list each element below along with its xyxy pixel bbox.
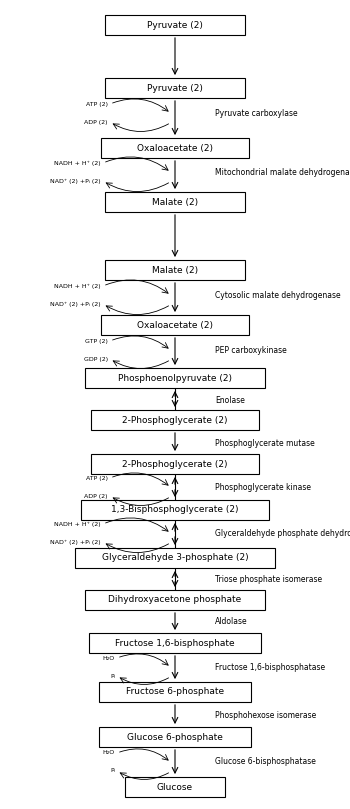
Text: Oxaloacetate (2): Oxaloacetate (2) [137, 143, 213, 153]
Text: Dihydroxyacetone phosphate: Dihydroxyacetone phosphate [108, 595, 241, 604]
Text: Phosphoglycerate kinase: Phosphoglycerate kinase [215, 482, 311, 492]
Text: Fructose 1,6-bisphosphatase: Fructose 1,6-bisphosphatase [215, 663, 325, 671]
Text: NAD⁺ (2) +Pᵢ (2): NAD⁺ (2) +Pᵢ (2) [50, 179, 101, 184]
Text: Mitochondrial malate dehydrogenase: Mitochondrial malate dehydrogenase [215, 167, 350, 176]
Text: Glucose 6-phosphate: Glucose 6-phosphate [127, 732, 223, 742]
Text: Glucose 6-bisphosphatase: Glucose 6-bisphosphatase [215, 757, 316, 766]
Text: Glucose: Glucose [157, 782, 193, 791]
Text: GTP (2): GTP (2) [85, 338, 108, 344]
FancyBboxPatch shape [101, 138, 249, 158]
Text: Fructose 1,6-bisphosphate: Fructose 1,6-bisphosphate [115, 638, 235, 647]
Text: NADH + H⁺ (2): NADH + H⁺ (2) [54, 283, 101, 289]
Text: Oxaloacetate (2): Oxaloacetate (2) [137, 320, 213, 329]
Text: Glyceraldehyde phosphate dehydrogenase: Glyceraldehyde phosphate dehydrogenase [215, 528, 350, 537]
Text: Pyruvate (2): Pyruvate (2) [147, 83, 203, 92]
Text: Triose phosphate isomerase: Triose phosphate isomerase [215, 575, 322, 584]
FancyBboxPatch shape [91, 410, 259, 430]
Text: ATP (2): ATP (2) [86, 101, 108, 107]
Text: Aldolase: Aldolase [215, 616, 248, 625]
Text: Phosphoenolpyruvate (2): Phosphoenolpyruvate (2) [118, 374, 232, 383]
FancyBboxPatch shape [99, 727, 251, 747]
Text: GDP (2): GDP (2) [84, 357, 108, 362]
Text: Pyruvate carboxylase: Pyruvate carboxylase [215, 108, 298, 117]
Text: Phosphohexose isomerase: Phosphohexose isomerase [215, 710, 316, 719]
FancyBboxPatch shape [91, 454, 259, 474]
Text: ADP (2): ADP (2) [84, 120, 108, 125]
Text: Glyceraldehyde 3-phosphate (2): Glyceraldehyde 3-phosphate (2) [102, 553, 248, 562]
FancyBboxPatch shape [105, 260, 245, 280]
Text: 1,3-Bisphosphoglycerate (2): 1,3-Bisphosphoglycerate (2) [111, 506, 239, 515]
Text: Malate (2): Malate (2) [152, 265, 198, 274]
FancyBboxPatch shape [105, 15, 245, 35]
Text: PEP carboxykinase: PEP carboxykinase [215, 345, 287, 354]
FancyBboxPatch shape [85, 590, 265, 610]
Text: NADH + H⁺ (2): NADH + H⁺ (2) [54, 160, 101, 166]
Text: Enolase: Enolase [215, 396, 245, 404]
Text: H₂O: H₂O [103, 655, 115, 660]
FancyBboxPatch shape [99, 682, 251, 702]
Text: 2-Phosphoglycerate (2): 2-Phosphoglycerate (2) [122, 416, 228, 425]
FancyBboxPatch shape [89, 633, 261, 653]
Text: NAD⁺ (2) +Pᵢ (2): NAD⁺ (2) +Pᵢ (2) [50, 302, 101, 307]
Text: Phosphoglycerate mutase: Phosphoglycerate mutase [215, 438, 315, 447]
Text: ATP (2): ATP (2) [86, 476, 108, 481]
FancyBboxPatch shape [125, 777, 225, 797]
FancyBboxPatch shape [81, 500, 269, 520]
Text: Pᵢ: Pᵢ [110, 769, 115, 773]
FancyBboxPatch shape [101, 315, 249, 335]
FancyBboxPatch shape [75, 548, 275, 568]
Text: Malate (2): Malate (2) [152, 197, 198, 206]
Text: NADH + H⁺ (2): NADH + H⁺ (2) [54, 521, 101, 527]
Text: Fructose 6-phosphate: Fructose 6-phosphate [126, 688, 224, 697]
FancyBboxPatch shape [85, 368, 265, 388]
Text: Cytosolic malate dehydrogenase: Cytosolic malate dehydrogenase [215, 290, 341, 299]
Text: ADP (2): ADP (2) [84, 493, 108, 498]
Text: NAD⁺ (2) +Pᵢ (2): NAD⁺ (2) +Pᵢ (2) [50, 540, 101, 544]
Text: Pyruvate (2): Pyruvate (2) [147, 20, 203, 29]
Text: 2-Phosphoglycerate (2): 2-Phosphoglycerate (2) [122, 460, 228, 468]
Text: H₂O: H₂O [103, 751, 115, 756]
FancyBboxPatch shape [105, 78, 245, 98]
FancyBboxPatch shape [105, 192, 245, 212]
Text: Pᵢ: Pᵢ [110, 674, 115, 679]
